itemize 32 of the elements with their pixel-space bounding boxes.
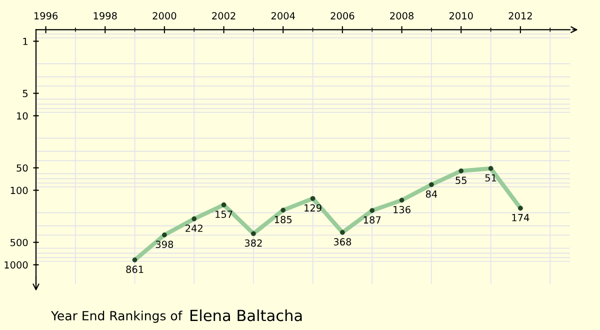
text: Elena Baltacha [190, 309, 302, 322]
data-label: 382 [244, 239, 262, 247]
x-tick-label: 2000 [152, 12, 176, 20]
data-label: 242 [186, 224, 202, 232]
data-label: 398 [156, 240, 174, 248]
y-tick-label: 50 [16, 164, 28, 172]
x-tick-label: 2012 [508, 12, 532, 20]
y-tick-label: 100 [10, 186, 28, 194]
data-label: 368 [334, 238, 352, 246]
x-tick-label: 2002 [212, 12, 236, 20]
x-tick-label: 2006 [330, 12, 354, 20]
data-label: 174 [512, 214, 530, 222]
y-tick-label: 500 [10, 238, 28, 246]
data-label: 157 [216, 210, 232, 218]
y-tick-label: 5 [22, 90, 28, 98]
data-label: 861 [126, 266, 144, 274]
x-tick-label: 2010 [449, 12, 473, 20]
x-tick-label: 1996 [34, 12, 58, 20]
x-tick-label: 2008 [390, 12, 414, 20]
text: Year End Rankings of [50, 310, 182, 323]
data-label: 129 [304, 204, 322, 212]
data-label: 51 [485, 174, 496, 182]
y-tick-label: 10 [17, 112, 28, 120]
data-label: 187 [364, 216, 381, 224]
data-label: 84 [426, 190, 438, 198]
x-tick-label: 2004 [271, 12, 295, 20]
y-tick-label: 1000 [4, 261, 28, 269]
data-label: 185 [274, 216, 292, 224]
x-tick-label: 1998 [94, 12, 117, 20]
y-tick-label: 1 [23, 38, 28, 45]
data-label: 136 [394, 206, 410, 214]
data-label: 55 [456, 176, 466, 184]
